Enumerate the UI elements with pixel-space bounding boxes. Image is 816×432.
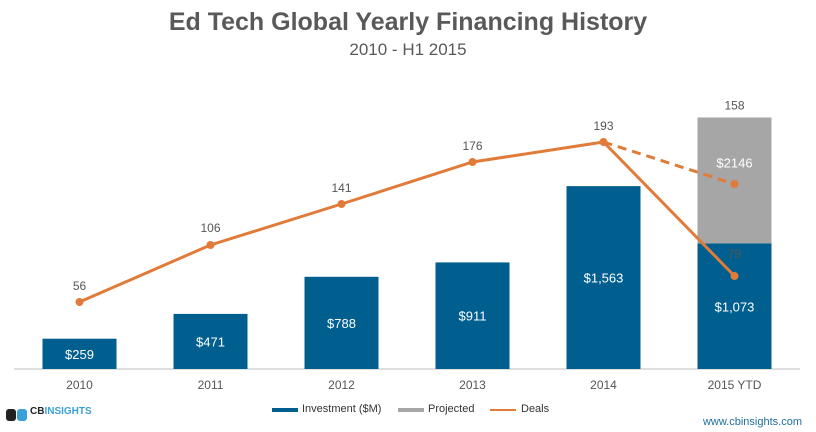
x-tick-label: 2013 <box>459 378 486 392</box>
deals-value-label: 106 <box>200 221 220 235</box>
cb-insights-logo-text: CBINSIGHTS <box>30 406 92 417</box>
deals-point <box>599 138 608 146</box>
legend-projected-label: Projected <box>428 403 475 415</box>
deals-value-label: 141 <box>331 181 351 195</box>
legend-projected-swatch <box>398 408 424 412</box>
investment-value-label: $1,073 <box>715 299 755 314</box>
investment-bar <box>435 262 510 369</box>
investment-bar <box>173 313 248 369</box>
projected-deals-label: 158 <box>724 98 744 112</box>
deals-point <box>468 158 477 166</box>
projected-value-label: $2146 <box>716 155 752 170</box>
legend-investment-swatch <box>272 408 298 412</box>
investment-bar <box>42 338 117 369</box>
x-tick-label: 2014 <box>590 378 617 392</box>
legend-deals-label: Deals <box>521 403 550 415</box>
deals-value-label: 79 <box>728 247 742 261</box>
x-tick-label: 2015 YTD <box>708 378 762 392</box>
x-tick-label: 2012 <box>328 378 355 392</box>
investment-value-label: $471 <box>196 334 225 349</box>
cb-insights-logo-icon <box>6 409 27 421</box>
deals-line <box>78 140 736 304</box>
investment-value-label: $259 <box>65 347 94 362</box>
deals-value-label: 193 <box>593 119 613 133</box>
x-tick-label: 2011 <box>198 378 224 392</box>
chart-title: Ed Tech Global Yearly Financing History <box>168 8 648 36</box>
projected-deals-point <box>730 180 739 188</box>
deals-value-label: 56 <box>73 279 87 293</box>
investment-value-label: $788 <box>327 316 356 331</box>
legend-investment-label: Investment ($M) <box>302 403 382 415</box>
deals-point <box>337 200 346 208</box>
projected-deals-line <box>603 140 735 186</box>
deals-point <box>75 298 84 306</box>
deals-point <box>206 241 215 249</box>
investment-bar <box>304 276 379 369</box>
investment-bar <box>566 186 641 369</box>
deals-value-label: 176 <box>462 139 482 153</box>
investment-value-label: $911 <box>459 309 487 324</box>
legend-deals-swatch <box>490 409 516 411</box>
source-url: www.cbinsights.com <box>702 416 802 428</box>
investment-value-label: $1,563 <box>584 271 624 286</box>
deals-point <box>730 272 739 280</box>
x-tick-label: 2010 <box>66 378 93 392</box>
chart-subtitle: 2010 - H1 2015 <box>349 40 467 59</box>
investment-bar <box>697 243 772 369</box>
